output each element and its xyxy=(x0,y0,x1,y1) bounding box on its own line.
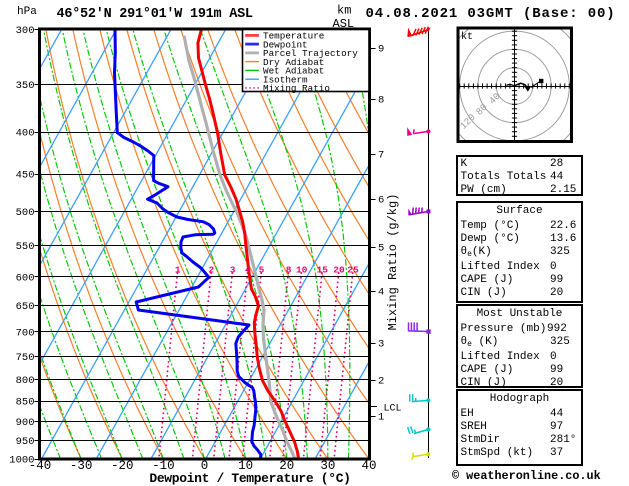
svg-text:950: 950 xyxy=(16,436,35,448)
svg-text:20: 20 xyxy=(279,459,294,473)
svg-text:10: 10 xyxy=(238,459,253,473)
svg-text:Dewpoint: Dewpoint xyxy=(263,39,308,50)
svg-text:500: 500 xyxy=(16,207,35,219)
svg-text:450: 450 xyxy=(16,170,35,182)
svg-text:5: 5 xyxy=(378,243,384,255)
svg-text:400: 400 xyxy=(16,128,35,140)
svg-text:40: 40 xyxy=(361,459,376,473)
svg-text:300: 300 xyxy=(16,25,35,37)
svg-text:850: 850 xyxy=(16,397,35,409)
svg-text:Mixing Ratio: Mixing Ratio xyxy=(263,83,330,94)
svg-text:kt: kt xyxy=(461,31,473,43)
svg-text:9: 9 xyxy=(378,44,384,56)
svg-text:80: 80 xyxy=(474,102,490,118)
svg-text:10: 10 xyxy=(296,265,308,276)
svg-text:-30: -30 xyxy=(70,459,93,473)
svg-text:550: 550 xyxy=(16,241,35,253)
svg-text:15: 15 xyxy=(317,265,329,276)
svg-text:7: 7 xyxy=(378,150,384,162)
svg-text:-40: -40 xyxy=(29,459,52,473)
svg-text:Wet Adiabat: Wet Adiabat xyxy=(263,66,324,77)
svg-text:Isotherm: Isotherm xyxy=(263,74,308,85)
svg-text:700: 700 xyxy=(16,327,35,339)
svg-text:350: 350 xyxy=(16,80,35,92)
svg-text:-20: -20 xyxy=(111,459,134,473)
svg-text:hPa: hPa xyxy=(17,6,37,18)
svg-text:Parcel Trajectory: Parcel Trajectory xyxy=(263,48,358,59)
svg-text:ASL: ASL xyxy=(333,17,355,31)
svg-text:3: 3 xyxy=(378,339,384,351)
svg-text:LCL: LCL xyxy=(384,404,402,415)
svg-text:20: 20 xyxy=(333,265,345,276)
svg-text:Dry Adiabat: Dry Adiabat xyxy=(263,57,324,68)
svg-text:6: 6 xyxy=(378,195,384,207)
svg-text:Dewpoint / Temperature (°C): Dewpoint / Temperature (°C) xyxy=(149,471,350,486)
svg-text:4: 4 xyxy=(245,265,251,276)
svg-text:2: 2 xyxy=(378,376,384,388)
svg-text:2: 2 xyxy=(208,265,214,276)
svg-text:800: 800 xyxy=(16,375,35,387)
svg-text:750: 750 xyxy=(16,352,35,364)
svg-text:25: 25 xyxy=(347,265,359,276)
svg-text:40: 40 xyxy=(487,91,503,107)
svg-text:1: 1 xyxy=(175,265,181,276)
svg-text:5: 5 xyxy=(259,265,265,276)
svg-text:-10: -10 xyxy=(152,459,175,473)
svg-text:600: 600 xyxy=(16,272,35,284)
svg-text:0: 0 xyxy=(201,459,209,473)
svg-text:8: 8 xyxy=(378,95,384,107)
svg-text:Mixing Ratio (g/kg): Mixing Ratio (g/kg) xyxy=(386,194,400,331)
svg-text:km: km xyxy=(337,4,351,18)
svg-text:8: 8 xyxy=(286,265,292,276)
svg-text:120: 120 xyxy=(458,112,478,132)
svg-text:650: 650 xyxy=(16,301,35,313)
svg-text:900: 900 xyxy=(16,417,35,429)
svg-text:4: 4 xyxy=(378,287,384,299)
svg-text:3: 3 xyxy=(230,265,236,276)
svg-text:1: 1 xyxy=(378,412,384,424)
svg-text:Temperature: Temperature xyxy=(263,31,324,42)
svg-text:1000: 1000 xyxy=(9,455,34,467)
svg-text:30: 30 xyxy=(320,459,335,473)
